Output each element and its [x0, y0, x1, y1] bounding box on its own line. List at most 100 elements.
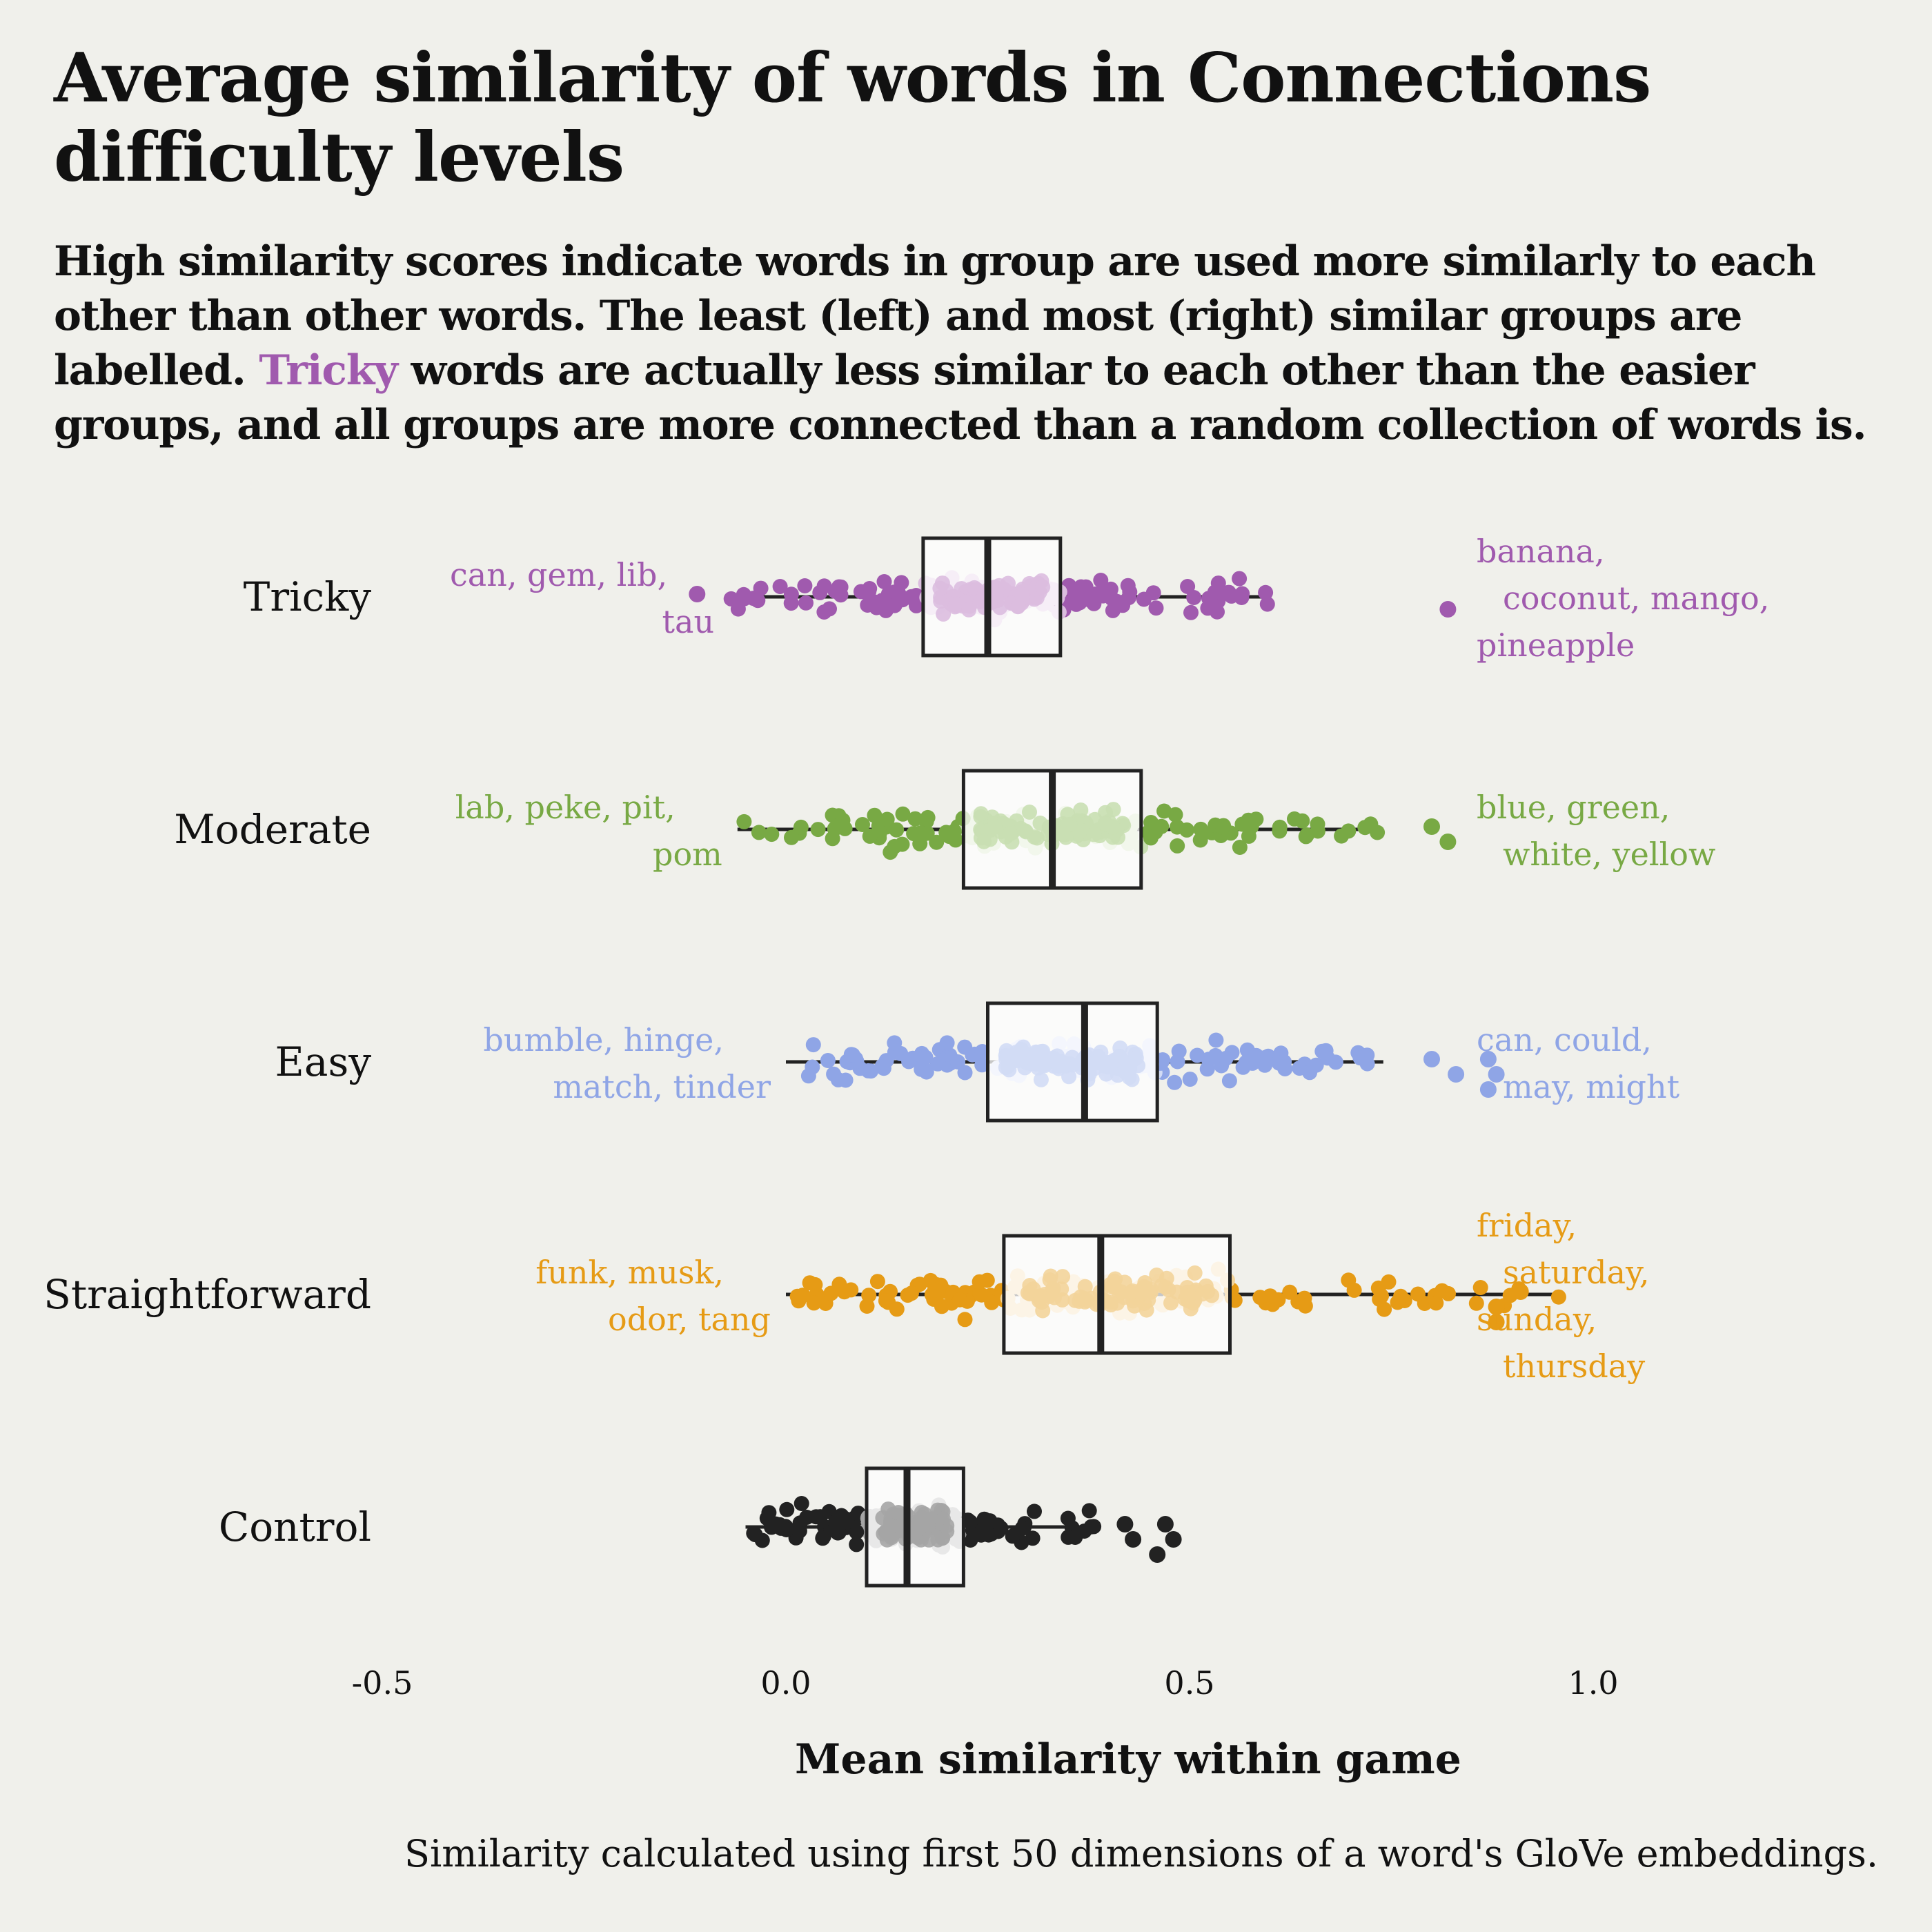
low-label-line: bumble, hinge,: [483, 1021, 724, 1058]
low-label-line: lab, peke, pit,: [455, 789, 676, 826]
data-point: [862, 828, 878, 844]
outlier-point: [1116, 1516, 1134, 1532]
data-point: [1093, 573, 1109, 588]
subtitle-highlight-tricky: Tricky: [259, 346, 398, 395]
data-point: [798, 595, 814, 611]
outlier-point: [1488, 1066, 1505, 1083]
data-point: [916, 1050, 931, 1066]
data-point: [1025, 1530, 1041, 1546]
data-point-inner: [883, 1519, 899, 1534]
data-point: [1170, 1054, 1185, 1070]
data-point: [1238, 1054, 1254, 1070]
data-point: [1310, 816, 1325, 832]
data-point: [805, 1037, 821, 1053]
data-point: [855, 817, 870, 832]
high-label-line: blue, green,: [1477, 789, 1670, 826]
data-point-inner: [1055, 1269, 1071, 1285]
data-point: [878, 1053, 894, 1069]
outlier-point: [1479, 1081, 1497, 1098]
data-point: [1073, 579, 1089, 595]
outlier-point: [1512, 1283, 1529, 1300]
data-point: [1287, 811, 1302, 827]
data-point: [938, 825, 954, 840]
data-point-inner: [1033, 1288, 1049, 1304]
data-point: [1297, 1298, 1313, 1314]
data-point: [1328, 1054, 1343, 1070]
data-point: [1232, 840, 1248, 855]
data-point: [1143, 830, 1159, 846]
high-label-line: banana,: [1477, 533, 1605, 570]
data-point: [920, 809, 936, 825]
outlier-point: [1423, 1051, 1440, 1067]
data-point-inner: [1105, 819, 1121, 835]
data-point: [779, 1501, 795, 1517]
data-point: [772, 1517, 788, 1532]
data-point: [1272, 819, 1288, 835]
data-point: [730, 601, 746, 617]
data-point-inner: [932, 580, 948, 596]
data-point: [1221, 1073, 1237, 1089]
data-point: [812, 1509, 828, 1525]
low-label-line: tau: [662, 603, 715, 640]
outlier-point: [1125, 1531, 1142, 1548]
data-point-inner: [1121, 1070, 1137, 1085]
data-point: [859, 1299, 875, 1314]
data-point: [1170, 838, 1185, 854]
data-point: [1067, 1530, 1083, 1545]
data-point: [974, 1057, 990, 1073]
outlier-point: [1488, 1314, 1505, 1330]
data-point-inner: [1181, 1289, 1196, 1304]
data-point: [753, 580, 769, 596]
data-point-inner: [1010, 598, 1026, 614]
data-point: [807, 1276, 823, 1292]
data-point: [800, 1068, 816, 1084]
subtitle-text-2: words are actually less similar to each …: [54, 346, 1867, 449]
chart-caption: Similarity calculated using first 50 dim…: [404, 1832, 1878, 1875]
data-point: [1154, 818, 1170, 834]
data-point: [1192, 832, 1208, 848]
high-label-line: pineapple: [1477, 627, 1635, 664]
data-point-inner: [1103, 1054, 1119, 1070]
data-point: [783, 586, 799, 602]
series-control: Control: [219, 1466, 1182, 1588]
data-point: [1095, 588, 1111, 604]
data-point-inner: [1032, 816, 1048, 831]
data-point: [843, 1282, 859, 1298]
data-point-inner: [1110, 1067, 1125, 1083]
data-point-inner: [1127, 1298, 1143, 1314]
data-point: [793, 1496, 809, 1511]
data-point: [984, 1294, 1000, 1310]
data-point: [1428, 1295, 1444, 1311]
data-point: [993, 1520, 1009, 1536]
data-point: [1550, 1289, 1566, 1305]
data-point: [838, 1511, 854, 1527]
data-point: [878, 1293, 894, 1309]
high-label-line: friday,: [1477, 1207, 1577, 1244]
data-point-inner: [1086, 827, 1102, 842]
data-point: [823, 1285, 839, 1301]
outlier-point: [1439, 601, 1457, 618]
outlier-point: [1479, 1051, 1497, 1067]
chart-title: Average similarity of words in Connectio…: [54, 39, 1651, 197]
data-point: [751, 825, 767, 840]
data-point: [887, 1035, 903, 1051]
data-point-inner: [1055, 825, 1071, 840]
data-point-inner: [1105, 802, 1121, 818]
data-point-inner: [976, 834, 992, 849]
subtitle-text-1: High similarity scores indicate words in…: [54, 237, 1816, 395]
data-point: [820, 1053, 836, 1068]
outlier-point: [1149, 1546, 1166, 1563]
data-point: [1060, 1510, 1076, 1526]
data-point: [879, 811, 895, 827]
data-point: [816, 604, 832, 620]
data-point-inner: [1043, 1268, 1058, 1284]
data-point: [957, 1065, 973, 1081]
data-point-inner: [1187, 1265, 1203, 1281]
high-label-line: can, could,: [1477, 1021, 1652, 1058]
data-point-inner: [936, 1511, 951, 1527]
data-point: [750, 593, 766, 609]
data-point-inner: [1002, 826, 1018, 842]
data-point-inner: [1073, 802, 1089, 818]
data-point-inner: [1149, 1268, 1165, 1283]
data-point: [826, 1066, 842, 1082]
